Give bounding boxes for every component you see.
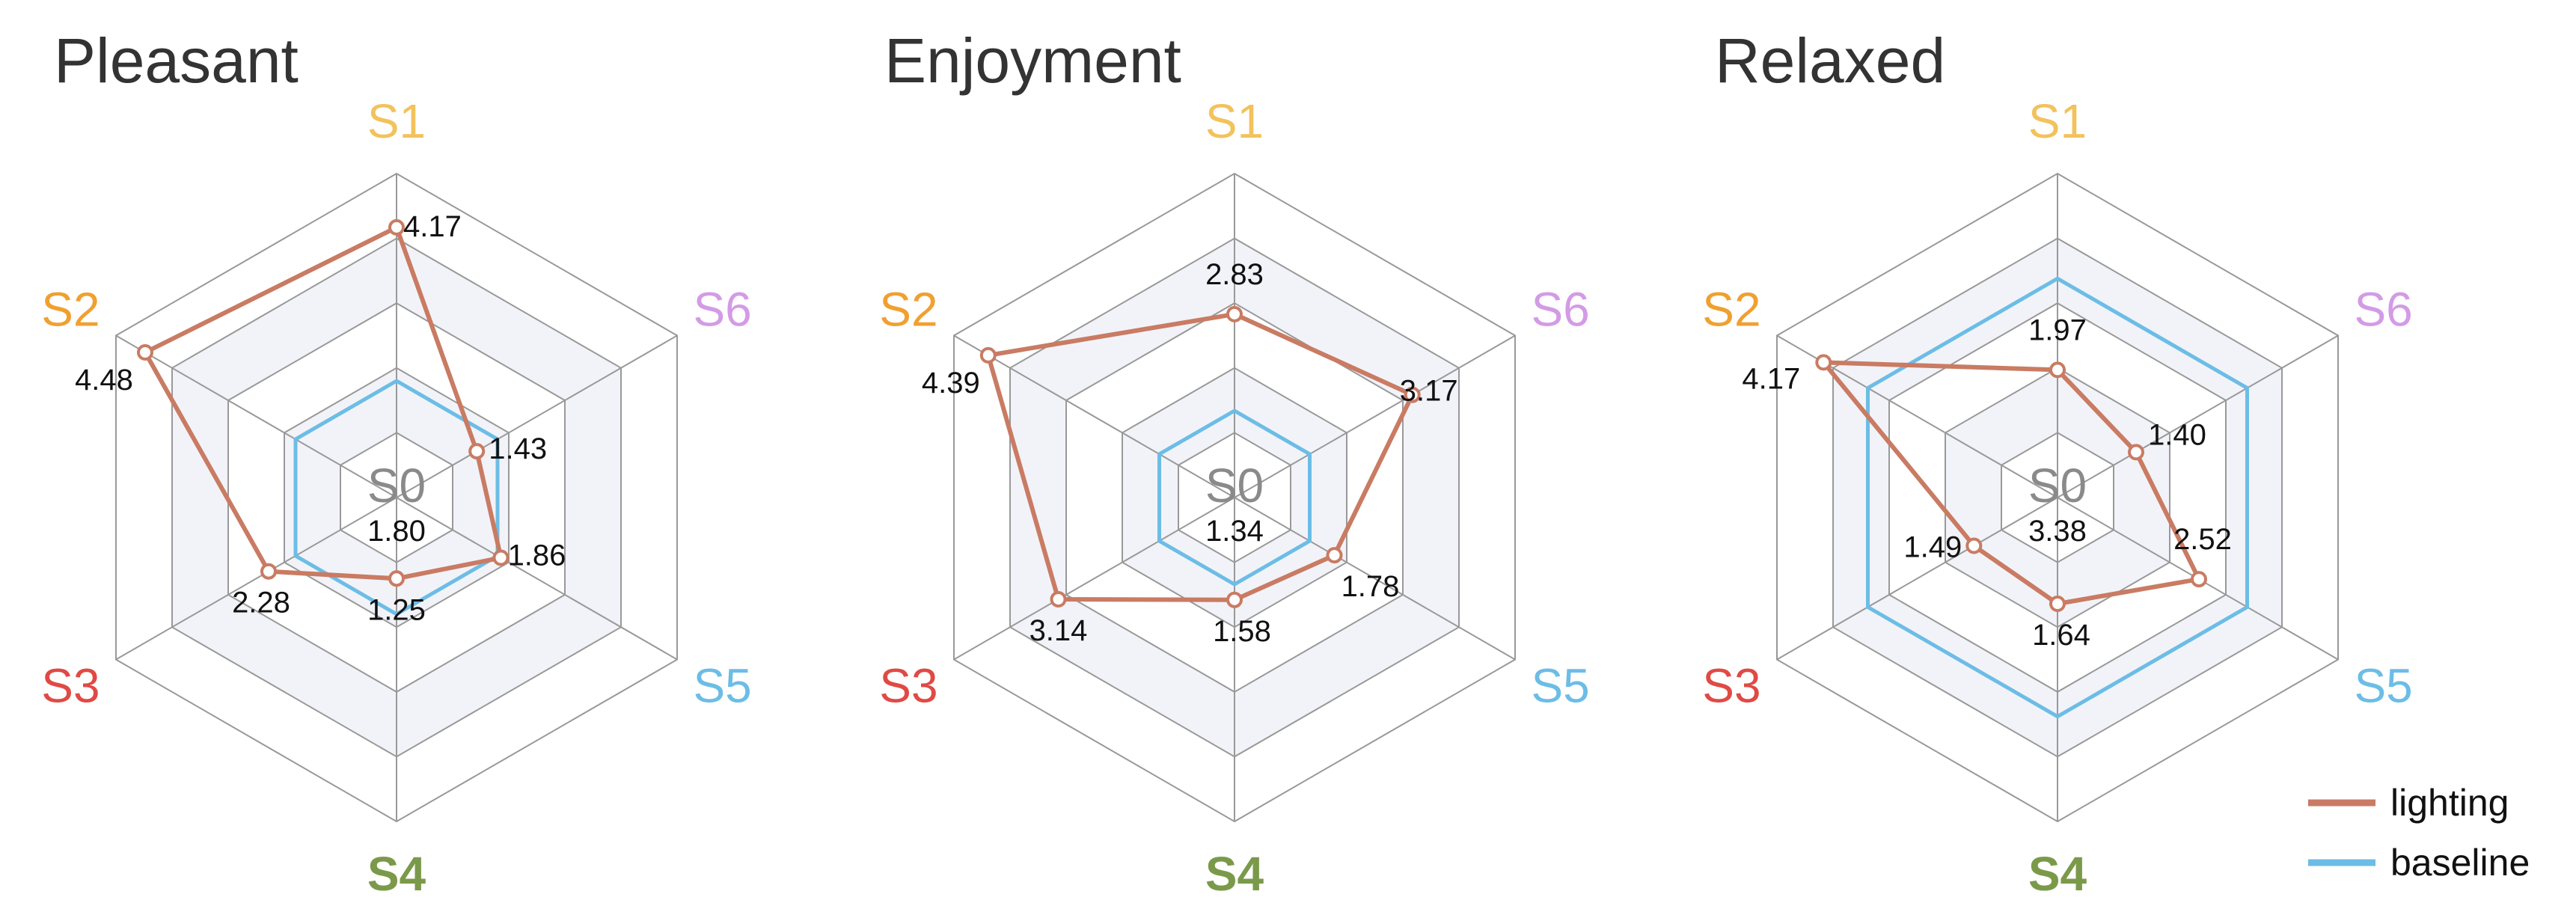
baseline-value-label: 3.38 — [2028, 515, 2087, 548]
axis-label-s1: S1 — [1205, 94, 1264, 148]
grid-spoke — [1234, 334, 1516, 498]
axis-label-s2: S2 — [1702, 283, 1760, 337]
lighting-point-s3 — [1050, 591, 1067, 608]
lighting-point-s6 — [468, 443, 486, 460]
grid-spoke — [115, 497, 397, 661]
grid-spoke — [396, 497, 678, 661]
center-label-s0: S0 — [1205, 459, 1264, 512]
radar-chart-3: Relaxed 1.97 1.40 2.52 1.64 1.49 4.17 S1 S6 S5 S4 S… — [1702, 25, 2412, 901]
center-label-s0: S0 — [367, 459, 426, 512]
lighting-point-s2 — [979, 346, 997, 364]
baseline-polygon — [293, 379, 500, 616]
lighting-point-s1 — [1226, 305, 1243, 322]
value-label-s2: 4.39 — [922, 367, 980, 400]
lighting-point-s4 — [2049, 596, 2066, 612]
axis-label-s4: S4 — [1205, 847, 1264, 901]
grid-spoke — [953, 497, 1235, 661]
value-label-s6: 3.17 — [1400, 375, 1458, 408]
value-label-s4: 1.64 — [2032, 619, 2090, 652]
value-label-s4: 1.58 — [1213, 615, 1271, 648]
lighting-point-s3 — [260, 563, 277, 580]
axis-label-s1: S1 — [2028, 94, 2087, 148]
value-label-s3: 2.28 — [232, 587, 290, 619]
lighting-point-s3 — [1965, 537, 1983, 554]
axis-label-s5: S5 — [693, 659, 751, 713]
value-label-s4: 1.25 — [367, 593, 426, 626]
lighting-point-s1 — [2049, 361, 2066, 379]
axis-label-s3: S3 — [879, 659, 937, 713]
value-label-s5: 1.86 — [508, 539, 566, 572]
axis-label-s6: S6 — [1531, 283, 1589, 337]
axis-label-s1: S1 — [367, 94, 426, 148]
grid-spoke — [396, 334, 678, 498]
radar-chart-2: Enjoyment 2.83 3.17 1.78 1.58 3.14 4.39 S1 S6 S5 S… — [879, 25, 1589, 901]
baseline-value-label: 1.80 — [367, 515, 426, 548]
value-label-s6: 1.43 — [489, 432, 547, 465]
axis-label-s6: S6 — [2354, 283, 2412, 337]
axis-label-s2: S2 — [879, 283, 937, 337]
legend-label-lighting: lighting — [2390, 782, 2509, 824]
value-label-s1: 2.83 — [1205, 258, 1264, 291]
legend: lighting baseline — [2308, 782, 2530, 884]
grid-spoke — [115, 334, 397, 498]
center-label-s0: S0 — [2028, 459, 2087, 512]
lighting-point-s6 — [1404, 386, 1421, 403]
axis-label-s4: S4 — [367, 847, 426, 901]
lighting-point-s5 — [492, 549, 510, 566]
value-label-s3: 1.49 — [1903, 531, 1962, 564]
chart-title: Enjoyment — [884, 25, 1181, 96]
value-label-s2: 4.17 — [1742, 362, 1800, 395]
legend-label-baseline: baseline — [2390, 842, 2530, 884]
value-label-s5: 2.52 — [2173, 523, 2232, 556]
axis-label-s5: S5 — [1531, 659, 1589, 713]
radar-chart-1: Pleasant 4.17 1.43 1.86 1.25 2.28 4.48 S1 S6 S5 S4… — [41, 25, 751, 901]
lighting-point-s4 — [388, 570, 405, 587]
baseline-polygon — [1157, 409, 1312, 587]
lighting-point-s5 — [2191, 571, 2207, 588]
baseline-value-label: 1.34 — [1205, 515, 1264, 548]
axis-label-s5: S5 — [2354, 659, 2412, 713]
chart-title: Relaxed — [1715, 25, 1945, 96]
value-label-s1: 1.97 — [2028, 313, 2087, 346]
axis-label-s3: S3 — [41, 659, 100, 713]
lighting-point-s6 — [2128, 444, 2144, 461]
value-label-s6: 1.40 — [2148, 418, 2206, 451]
value-label-s3: 3.14 — [1030, 614, 1088, 647]
axis-label-s2: S2 — [41, 283, 100, 337]
value-label-s1: 4.17 — [403, 210, 462, 243]
grid-spoke — [953, 334, 1235, 498]
lighting-point-s2 — [1815, 354, 1832, 371]
axis-label-s4: S4 — [2028, 847, 2087, 901]
grid-spoke — [1234, 497, 1516, 661]
value-label-s5: 1.78 — [1341, 570, 1400, 603]
baseline-polygon — [1866, 276, 2249, 719]
lighting-point-s2 — [137, 344, 153, 361]
lighting-point-s1 — [388, 218, 405, 236]
axis-label-s3: S3 — [1702, 659, 1760, 713]
lighting-point-s4 — [1226, 591, 1243, 608]
grid-spoke — [1776, 497, 2058, 661]
chart-title: Pleasant — [54, 25, 299, 96]
axis-label-s6: S6 — [693, 283, 751, 337]
grid-spoke — [2057, 334, 2339, 498]
lighting-point-s5 — [1326, 547, 1343, 564]
value-label-s2: 4.48 — [75, 364, 133, 397]
